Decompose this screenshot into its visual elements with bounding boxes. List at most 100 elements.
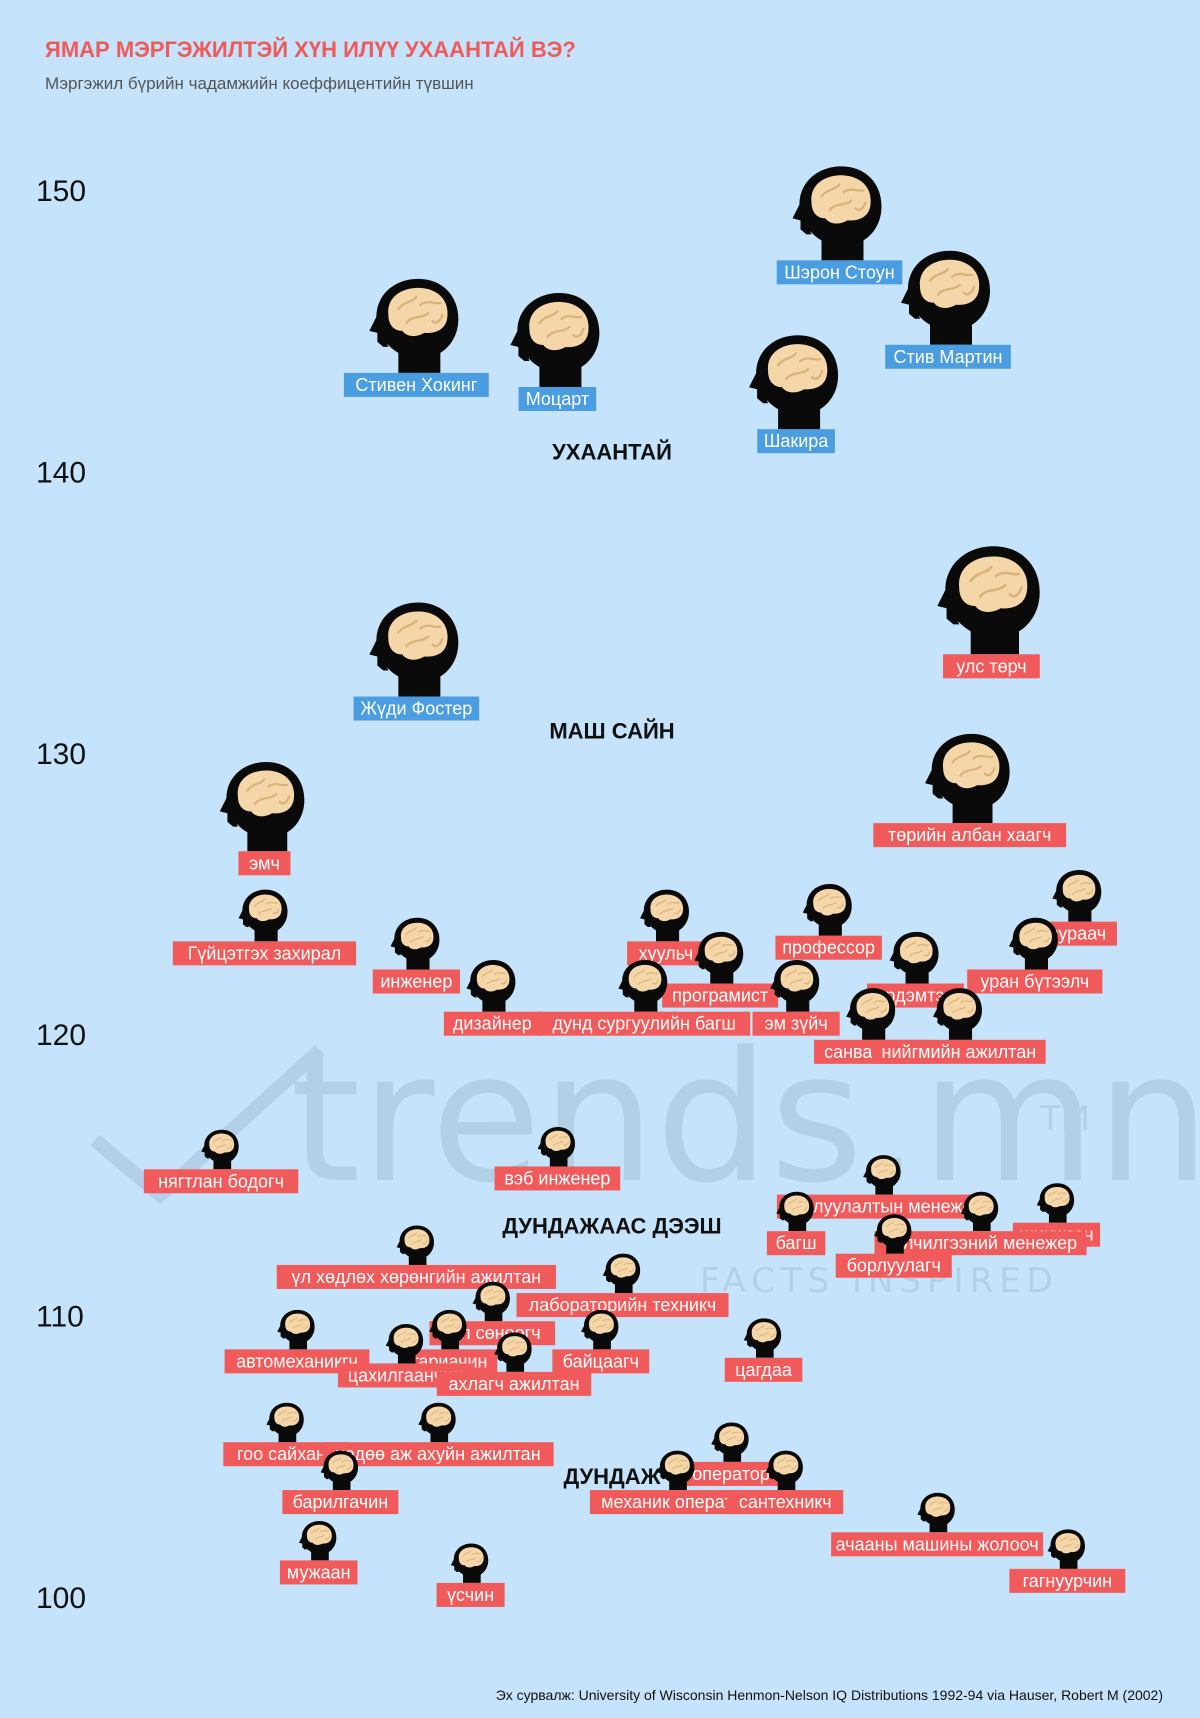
band-labels: УХААНТАЙ МАШ САЙН ДУНДАЖААС ДЭЭШ ДУНДАЖ [502,440,721,1489]
brain-fold [281,1416,292,1422]
label-box [322,1442,554,1467]
brain-fold [929,1499,938,1506]
brain-fold [227,1144,233,1149]
brain-fold [419,301,442,307]
data-point: Гүйцэтгэх захирал [172,889,357,966]
head-face [846,1009,857,1026]
brain-fold [288,1316,298,1323]
band-label: УХААНТАЙ [552,440,672,465]
brain-fold [462,1550,472,1557]
brain-fold [764,1327,775,1330]
data-point: эм зүйч [752,959,840,1036]
person-head-icon [1036,1183,1075,1223]
person-head-icon [937,546,1040,655]
head-face [385,1339,394,1353]
brain-fold [287,1412,297,1415]
point-label: мужаан [287,1562,351,1582]
brain-shape [899,936,933,964]
brain-shape [968,1195,994,1216]
person-head-icon [219,761,305,852]
data-point: төрийн албан хаагч [873,733,1067,848]
point-label: эрдэмтэн [876,986,954,1006]
brain-fold [884,1164,894,1167]
brain-fold [520,1347,526,1352]
head-face [298,1536,307,1550]
brain-fold [802,1206,808,1211]
brain-fold [786,1459,796,1462]
band-label: ДУНДАЖ [564,1464,661,1489]
person-head-icon [201,1129,239,1170]
point-label: үсчин [447,1585,494,1605]
head-face [369,640,389,671]
head-face [1008,938,1020,956]
brain-fold [430,1409,439,1416]
brain-fold [405,311,430,325]
brain-fold [623,1262,634,1265]
label-box [353,696,480,721]
brain-fold [969,565,993,582]
head-face [765,1466,774,1480]
brain-shape [664,1454,690,1475]
brain-fold [986,1206,992,1211]
brain-fold [983,767,996,777]
brain-fold [874,1162,884,1169]
head-face [390,938,401,956]
brain-fold [216,1143,227,1149]
point-label: эм зүйч [764,1014,827,1034]
point-label: хөдөө аж ахуйн ажилтан [335,1444,540,1464]
brain-fold [431,637,444,648]
brain-fold [486,978,500,985]
person-head-icon [429,1309,467,1350]
label-box [282,1490,399,1515]
person-head-icon [602,1253,641,1294]
point-label: борлуулагч [847,1256,941,1276]
brain-fold [1068,1538,1078,1541]
head-face [418,1418,427,1432]
brain-fold [1062,1197,1068,1203]
brain-fold [266,901,279,905]
brain-fold [791,1465,797,1470]
head-face [770,980,781,998]
head-face [925,769,944,799]
person-head-icon [494,1332,532,1372]
brain-fold [936,283,962,296]
brain-fold [798,357,822,363]
head-face [1052,890,1063,908]
label-box [766,1231,826,1256]
label-box [516,1293,729,1318]
brain-shape [784,1195,810,1216]
brain-fold [861,997,873,1006]
brain-shape [274,1406,300,1427]
person-head-icon [765,1450,803,1491]
y-axis: 100 110 120 130 140 150 [36,175,86,1615]
person-head-icon [266,1402,304,1443]
brain-shape [529,301,589,351]
person-head-icon [711,1422,749,1462]
brain-shape [780,964,814,992]
brain-fold [493,1291,503,1294]
brain-fold [923,951,931,957]
brain-fold [994,571,1021,578]
label-box [724,1357,803,1382]
brain-fold [1079,882,1093,885]
brain-fold [267,783,289,788]
person-head-icon [396,1225,434,1265]
label-box [436,1371,592,1396]
label-box [276,1264,556,1289]
data-markers: Шэрон Стоун Стив Мартин Стивен Хокинг Моцар… [143,166,1126,1607]
brain-fold [324,1535,331,1540]
head-face [792,204,812,235]
brain-shape [328,1454,354,1475]
brain-fold [272,908,280,915]
brain-fold [797,972,810,975]
brain-fold [633,969,645,978]
brain-fold [978,584,1007,599]
brain-fold [728,951,736,957]
brain-shape [388,287,448,337]
person-head-icon [874,1214,912,1254]
brain-fold [900,1228,906,1233]
brain-fold [938,1502,948,1505]
point-label: гагнуурчин [1023,1571,1112,1591]
person-head-icon [846,988,896,1040]
brain-fold [465,1557,477,1563]
